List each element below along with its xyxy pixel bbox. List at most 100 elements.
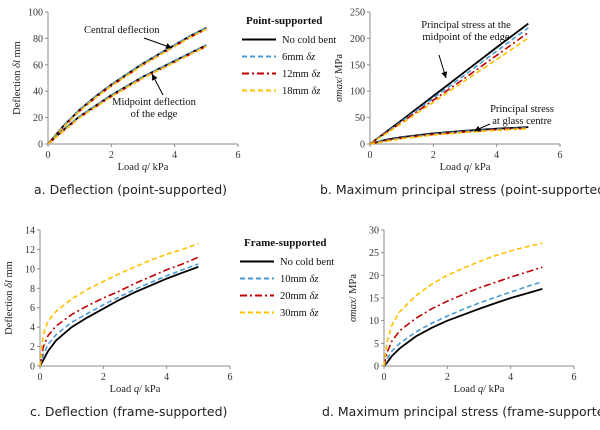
y-tick-label: 200 xyxy=(350,34,365,45)
y-axis-label: Deflection δl mm xyxy=(12,41,23,115)
series-line-no-cold-bent xyxy=(383,288,543,367)
y-axis-label: σmax/ MPa xyxy=(348,274,359,322)
x-tick-label: 0 xyxy=(382,372,387,383)
legend-entry-label: No cold bent xyxy=(280,257,334,268)
caption-a: a. Deflection (point-supported) xyxy=(34,182,228,197)
legend-entry-label: 12mm δz xyxy=(282,69,320,80)
caption-d: d. Maximum principal stress (frame-suppo… xyxy=(322,404,600,419)
series-line-midpoint-deflection-of-the-edge-12mm xyxy=(47,45,207,145)
series-line-midpoint-deflection-of-the-edge-18mm xyxy=(47,45,207,145)
x-tick-label: 4 xyxy=(494,150,499,161)
y-tick-label: 0 xyxy=(360,140,365,151)
annotation-text: Principal stress xyxy=(490,104,554,115)
annotation-text: at glass centre xyxy=(492,116,552,127)
legend-entry-label: 30mm δz xyxy=(280,308,318,319)
y-axis-label: σmax/ MPa xyxy=(334,54,345,102)
y-tick-label: 0 xyxy=(374,362,379,373)
annotation-arrowhead xyxy=(441,71,448,78)
series-line-20mm xyxy=(39,256,199,367)
x-tick-label: 0 xyxy=(38,372,43,383)
annotation-arrowhead xyxy=(474,125,481,132)
legend: Frame-supported No cold bent 10mm δz 20mm δ… xyxy=(240,237,334,319)
y-tick-label: 0 xyxy=(38,140,43,151)
chart-b: 0 2 4 6 0 50 100 150 200 250 Load q/ kPa σmax/ MPa P… xyxy=(334,8,563,174)
series-line-central-deflection-6mm xyxy=(47,27,207,145)
x-tick-label: 2 xyxy=(109,150,114,161)
x-tick-label: 0 xyxy=(46,150,51,161)
series-line-principal-stress-at-glass-centre-18mm xyxy=(369,127,529,145)
x-tick-label: 2 xyxy=(101,372,106,383)
series-line-30mm xyxy=(39,242,199,367)
x-tick-label: 6 xyxy=(236,150,241,161)
y-tick-label: 25 xyxy=(369,248,379,259)
y-tick-label: 50 xyxy=(355,113,365,124)
annotation-text: of the edge xyxy=(131,109,178,120)
series-line-20mm xyxy=(383,266,543,367)
x-tick-label: 4 xyxy=(172,150,177,161)
y-tick-label: 100 xyxy=(28,8,43,19)
x-tick-label: 6 xyxy=(228,372,233,383)
annotation: Central deflection xyxy=(84,25,173,49)
series-line-midpoint-deflection-of-the-edge-6mm xyxy=(47,44,207,145)
x-tick-label: 2 xyxy=(445,372,450,383)
y-tick-label: 6 xyxy=(30,303,35,314)
y-tick-label: 60 xyxy=(33,60,43,71)
chart-c: 0 2 4 6 0 2 4 6 8 10 12 14 Load q/ kPa Deflection δl … xyxy=(4,226,334,396)
y-tick-label: 10 xyxy=(25,264,35,275)
series-line-10mm xyxy=(39,263,199,367)
caption-c: c. Deflection (frame-supported) xyxy=(30,404,228,419)
x-tick-label: 4 xyxy=(164,372,169,383)
x-axis-label: Load q/ kPa xyxy=(454,384,505,395)
y-tick-label: 10 xyxy=(369,316,379,327)
series-line-central-deflection-18mm xyxy=(47,28,207,145)
annotation-text: Midpoint deflection xyxy=(112,97,196,108)
series-line-midpoint-deflection-of-the-edge-no-cold-bent xyxy=(47,44,207,145)
legend-entry-label: 18mm δz xyxy=(282,86,320,97)
annotation-text: Principal stress at the xyxy=(421,20,511,31)
y-tick-label: 15 xyxy=(369,294,379,305)
series-line-principal-stress-at-glass-centre-12mm xyxy=(369,127,529,145)
y-axis-label: Deflection δl mm xyxy=(4,261,15,335)
legend-entry-label: 20mm δz xyxy=(280,291,318,302)
annotation-text: Central deflection xyxy=(84,25,160,36)
x-tick-label: 4 xyxy=(508,372,513,383)
x-axis-label: Load q/ kPa xyxy=(118,162,169,173)
y-tick-label: 14 xyxy=(25,226,35,237)
annotation-text: midpoint of the edge xyxy=(422,32,510,43)
x-tick-label: 0 xyxy=(368,150,373,161)
y-tick-label: 5 xyxy=(374,339,379,350)
y-tick-label: 80 xyxy=(33,34,43,45)
x-axis-label: Load q/ kPa xyxy=(440,162,491,173)
y-tick-label: 20 xyxy=(369,271,379,282)
y-tick-label: 40 xyxy=(33,87,43,98)
y-tick-label: 12 xyxy=(25,245,35,256)
y-tick-label: 2 xyxy=(30,342,35,353)
annotation-arrowhead xyxy=(165,43,172,49)
y-tick-label: 4 xyxy=(30,323,35,334)
x-tick-label: 6 xyxy=(558,150,563,161)
y-tick-label: 250 xyxy=(350,8,365,19)
y-tick-label: 8 xyxy=(30,284,35,295)
legend-entry-label: 10mm δz xyxy=(280,274,318,285)
series-line-no-cold-bent xyxy=(39,266,199,367)
series-line-principal-stress-at-the-midpoint-of-the-edge-12mm xyxy=(369,31,529,145)
x-tick-label: 2 xyxy=(431,150,436,161)
series-line-30mm xyxy=(383,242,543,367)
legend-entry-label: No cold bent xyxy=(282,35,336,46)
x-axis-label: Load q/ kPa xyxy=(110,384,161,395)
series-line-10mm xyxy=(383,280,543,367)
x-tick-label: 6 xyxy=(572,372,577,383)
y-tick-label: 20 xyxy=(33,113,43,124)
y-tick-label: 150 xyxy=(350,60,365,71)
annotation-arrowhead xyxy=(152,74,158,81)
caption-b: b. Maximum principal stress (point-suppo… xyxy=(320,182,600,197)
legend: Point-supported No cold bent 6mm δz 12mm δz… xyxy=(242,15,336,97)
legend-title: Point-supported xyxy=(246,15,322,27)
y-tick-label: 0 xyxy=(30,362,35,373)
